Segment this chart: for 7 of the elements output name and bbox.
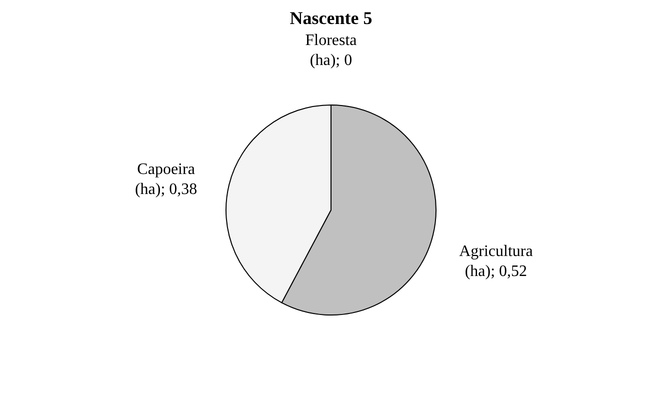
slice-label: Agricultura xyxy=(459,243,533,260)
text: (ha); 0 xyxy=(310,52,352,69)
category-label: Floresta xyxy=(305,32,357,49)
data-label: (ha); 0,52 xyxy=(464,263,528,280)
chart-title: Nascente 5 xyxy=(290,8,372,28)
slice-label: Capoeira xyxy=(137,160,195,178)
data-label: (ha); 0,38 xyxy=(134,180,198,198)
